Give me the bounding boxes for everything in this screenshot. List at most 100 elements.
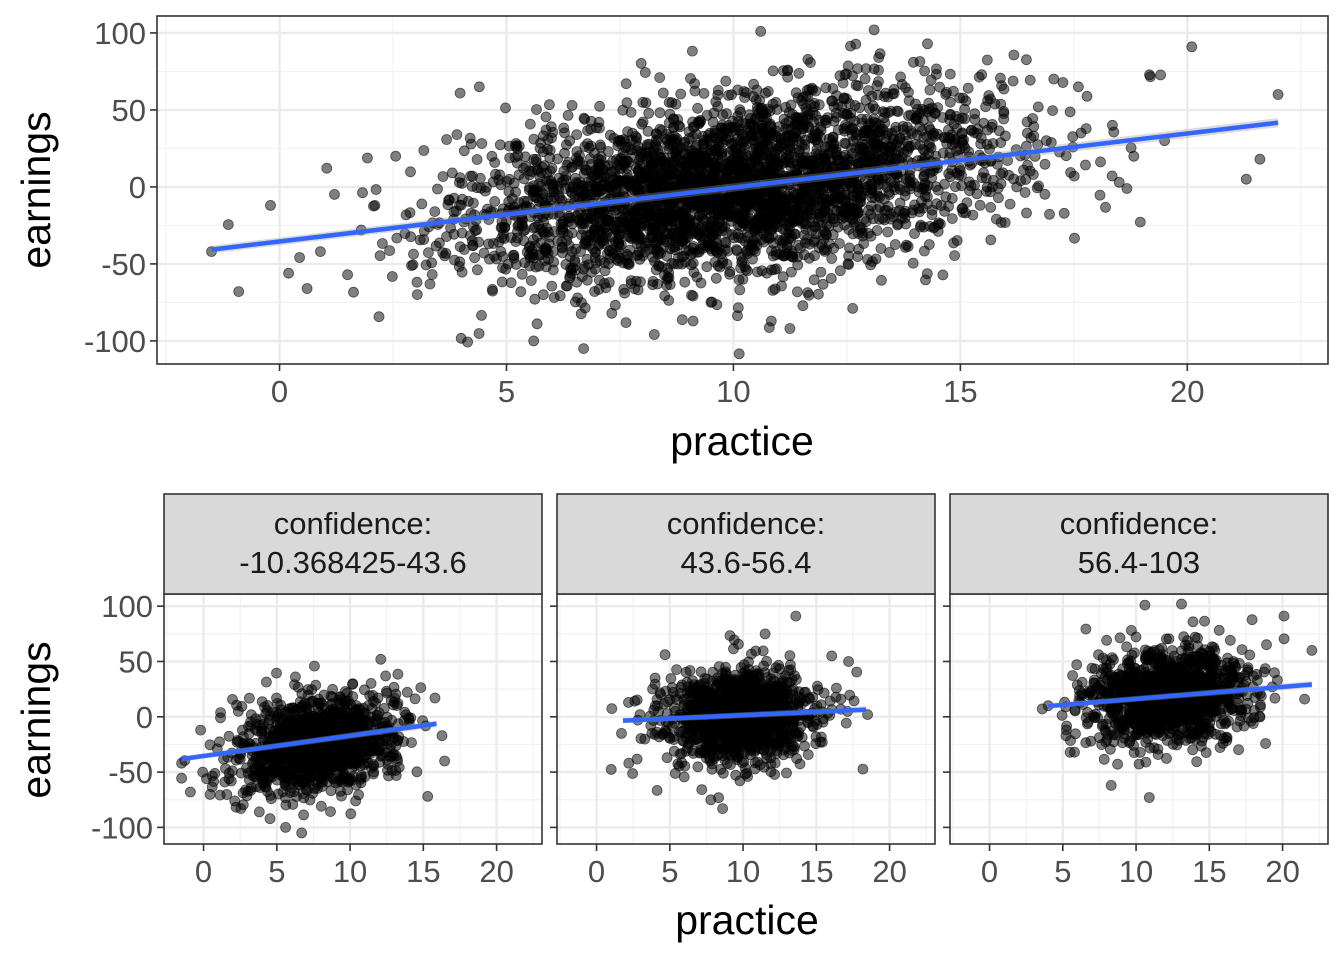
data-point	[685, 73, 696, 84]
data-point	[988, 174, 999, 186]
data-point	[852, 63, 863, 74]
data-point	[1094, 189, 1106, 201]
data-point	[235, 803, 247, 814]
data-point	[540, 111, 552, 123]
data-point	[943, 200, 954, 212]
data-point	[633, 208, 644, 220]
data-point	[861, 124, 872, 136]
data-point	[989, 98, 1001, 110]
data-point	[345, 698, 357, 710]
data-point	[760, 87, 771, 99]
data-point	[235, 767, 247, 779]
data-point	[336, 790, 347, 802]
data-point	[1080, 123, 1092, 135]
data-point	[892, 172, 904, 183]
y-tick-label: -50	[101, 247, 146, 282]
data-point	[707, 227, 719, 239]
data-point	[797, 300, 809, 312]
data-point	[900, 82, 911, 94]
data-point	[367, 735, 379, 747]
data-point	[439, 755, 451, 767]
data-point	[710, 96, 722, 108]
data-point	[985, 201, 997, 213]
data-point	[695, 277, 707, 289]
data-point	[359, 771, 371, 783]
y-tick-label: 50	[112, 93, 146, 128]
data-point	[643, 107, 655, 119]
data-points	[206, 24, 1284, 360]
data-point	[310, 679, 322, 691]
data-point	[874, 48, 886, 60]
data-point	[714, 216, 726, 228]
data-point	[321, 162, 333, 174]
data-point	[688, 217, 700, 229]
data-point	[588, 170, 600, 182]
data-point	[1021, 207, 1032, 219]
data-point	[784, 323, 796, 334]
data-point	[652, 248, 664, 260]
data-point	[799, 217, 811, 229]
data-point	[621, 155, 633, 167]
data-point	[969, 114, 981, 125]
data-point	[544, 186, 556, 198]
data-point	[404, 207, 416, 219]
data-point	[974, 199, 986, 211]
data-point	[1008, 49, 1020, 61]
data-point	[828, 115, 840, 127]
data-point	[604, 129, 616, 141]
data-point	[503, 173, 515, 185]
data-point	[346, 742, 358, 754]
data-point	[720, 75, 732, 87]
data-point	[701, 153, 712, 165]
data-point	[865, 230, 877, 242]
data-point	[663, 97, 675, 108]
data-point	[912, 113, 923, 125]
data-point	[519, 257, 531, 269]
data-point	[516, 268, 528, 280]
data-point	[456, 266, 468, 278]
x-tick-label: 20	[479, 854, 513, 889]
data-point	[916, 183, 928, 195]
data-point	[923, 97, 935, 109]
data-point	[687, 45, 698, 57]
data-point	[307, 787, 319, 799]
data-point	[432, 183, 443, 195]
data-point	[1019, 187, 1031, 198]
y-tick-label: -50	[108, 755, 153, 790]
data-point	[298, 809, 310, 821]
data-point	[357, 187, 368, 199]
data-point	[256, 725, 267, 737]
data-point	[661, 236, 672, 248]
data-point	[496, 276, 508, 288]
data-point	[698, 88, 710, 99]
data-point	[745, 197, 757, 209]
data-point	[475, 182, 487, 194]
data-point	[1024, 74, 1036, 86]
data-point	[910, 98, 921, 110]
data-point	[949, 250, 960, 262]
data-point	[195, 724, 207, 736]
y-tick-label: -100	[91, 810, 153, 845]
data-point	[809, 101, 820, 113]
data-point	[749, 114, 761, 126]
data-point	[467, 197, 479, 209]
data-point	[1186, 41, 1198, 53]
data-point	[314, 246, 326, 258]
data-point	[524, 118, 536, 130]
data-point	[531, 318, 543, 330]
data-point	[775, 137, 787, 149]
data-point	[851, 204, 863, 216]
data-point	[1113, 176, 1125, 188]
data-point	[1240, 173, 1252, 185]
data-point	[560, 174, 572, 186]
data-point	[236, 701, 248, 712]
data-point	[415, 682, 427, 693]
data-point	[829, 185, 841, 197]
data-point	[250, 770, 262, 782]
data-point	[943, 168, 955, 180]
data-point	[556, 242, 568, 254]
data-point	[591, 180, 602, 192]
data-point	[676, 314, 688, 326]
data-point	[253, 806, 265, 818]
data-point	[654, 72, 666, 83]
